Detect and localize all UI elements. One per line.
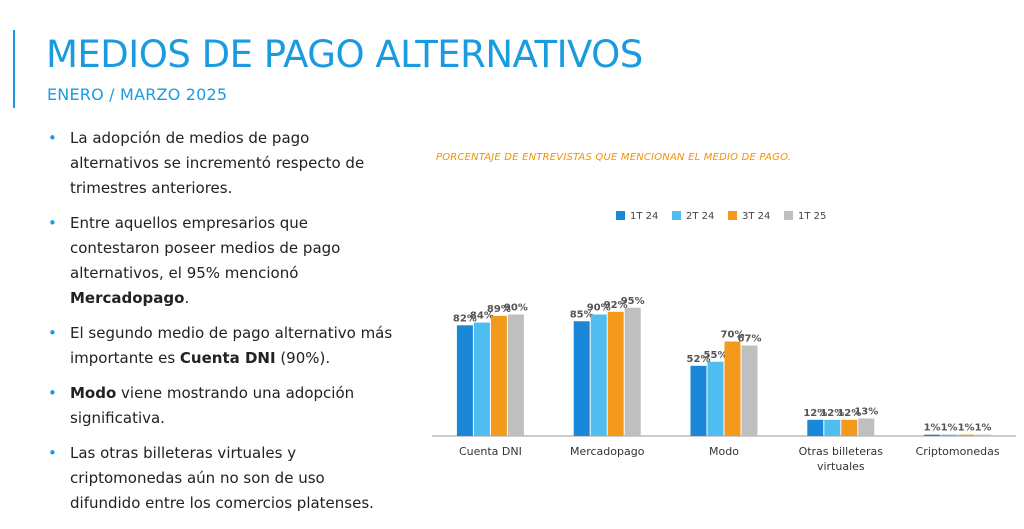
data-label: 85%	[570, 309, 594, 320]
bullet-emphasis: Cuenta DNI	[179, 349, 276, 367]
legend-label: 1T 25	[798, 211, 826, 222]
data-label: 12%	[803, 408, 827, 419]
legend-label: 3T 24	[742, 211, 770, 222]
bullet-item: • Entre aquellos empresarios que contesta…	[44, 211, 396, 311]
legend-swatch	[784, 211, 793, 220]
bar	[724, 341, 741, 436]
chart-title: PORCENTAJE DE ENTREVISTAS QUE MENCIONAN …	[436, 152, 792, 163]
bullet-text: Entre aquellos empresarios que contestar…	[70, 214, 341, 282]
bullet-list: • La adopción de medios de pago alternati…	[44, 126, 396, 526]
legend-swatch	[672, 211, 681, 220]
bullet-icon: •	[48, 444, 57, 462]
slide-subtitle: ENERO / MARZO 2025	[47, 85, 228, 104]
data-label: 84%	[470, 311, 494, 322]
data-label: 55%	[704, 350, 728, 361]
bullet-text: El segundo medio de pago alternativo más…	[70, 324, 393, 367]
bar	[690, 365, 707, 436]
slide-title: MEDIOS DE PAGO ALTERNATIVOS	[46, 33, 643, 76]
bar	[456, 325, 473, 436]
bullet-emphasis: Modo	[70, 384, 117, 402]
bullet-icon: •	[48, 129, 57, 147]
bar	[858, 418, 875, 436]
bar	[590, 314, 607, 436]
bullet-text: viene mostrando una adopción significati…	[70, 384, 355, 427]
bar	[507, 314, 524, 436]
bar	[490, 315, 507, 436]
bullet-text: .	[184, 289, 190, 307]
legend-label: 1T 24	[630, 211, 658, 222]
data-label: 1%	[924, 423, 941, 434]
bar	[941, 434, 958, 436]
bullet-item: • La adopción de medios de pago alternati…	[44, 126, 396, 201]
bar	[624, 307, 641, 436]
bar	[573, 321, 590, 436]
bar	[824, 419, 841, 436]
bar	[607, 311, 624, 436]
bar	[707, 361, 724, 436]
category-label: Modo	[709, 445, 739, 458]
data-label: 1%	[975, 423, 992, 434]
data-label: 13%	[854, 406, 878, 417]
category-label: Criptomonedas	[916, 445, 1000, 458]
bullet-item: • Las otras billeteras virtuales y cripto…	[44, 441, 396, 516]
bar	[841, 419, 858, 436]
data-label: 12%	[837, 408, 861, 419]
bullet-text: Las otras billeteras virtuales y criptom…	[70, 444, 374, 512]
legend-label: 2T 24	[686, 211, 714, 222]
bullet-icon: •	[48, 384, 57, 402]
bar	[473, 322, 490, 436]
bullet-text: (90%).	[275, 349, 331, 367]
data-label: 90%	[504, 303, 528, 314]
bullet-icon: •	[48, 324, 57, 342]
category-label: Mercadopago	[570, 445, 645, 458]
data-label: 12%	[820, 408, 844, 419]
bar	[975, 434, 992, 436]
data-label: 52%	[687, 354, 711, 365]
category-label: Otras billeteras virtuales	[799, 445, 884, 473]
category-label: Cuenta DNI	[459, 445, 522, 458]
data-label: 89%	[487, 304, 511, 315]
bar	[924, 434, 941, 436]
data-label: 95%	[621, 296, 645, 307]
legend-swatch	[616, 211, 625, 220]
bullet-item: • El segundo medio de pago alternativo má…	[44, 321, 396, 371]
bar	[741, 345, 758, 436]
bullet-text: La adopción de medios de pago alternativ…	[70, 129, 365, 197]
bar	[958, 434, 975, 436]
data-label: 1%	[958, 423, 975, 434]
data-label: 92%	[604, 300, 628, 311]
title-accent-bar	[13, 30, 15, 108]
data-label: 67%	[738, 334, 762, 345]
bar	[807, 419, 824, 436]
bullet-icon: •	[48, 214, 57, 232]
data-label: 1%	[941, 423, 958, 434]
bullet-item: • Modo viene mostrando una adopción signi…	[44, 381, 396, 431]
data-label: 70%	[721, 330, 745, 341]
data-label: 82%	[453, 313, 477, 324]
data-label: 90%	[587, 303, 611, 314]
bullet-emphasis: Mercadopago	[70, 289, 185, 307]
legend-swatch	[728, 211, 737, 220]
